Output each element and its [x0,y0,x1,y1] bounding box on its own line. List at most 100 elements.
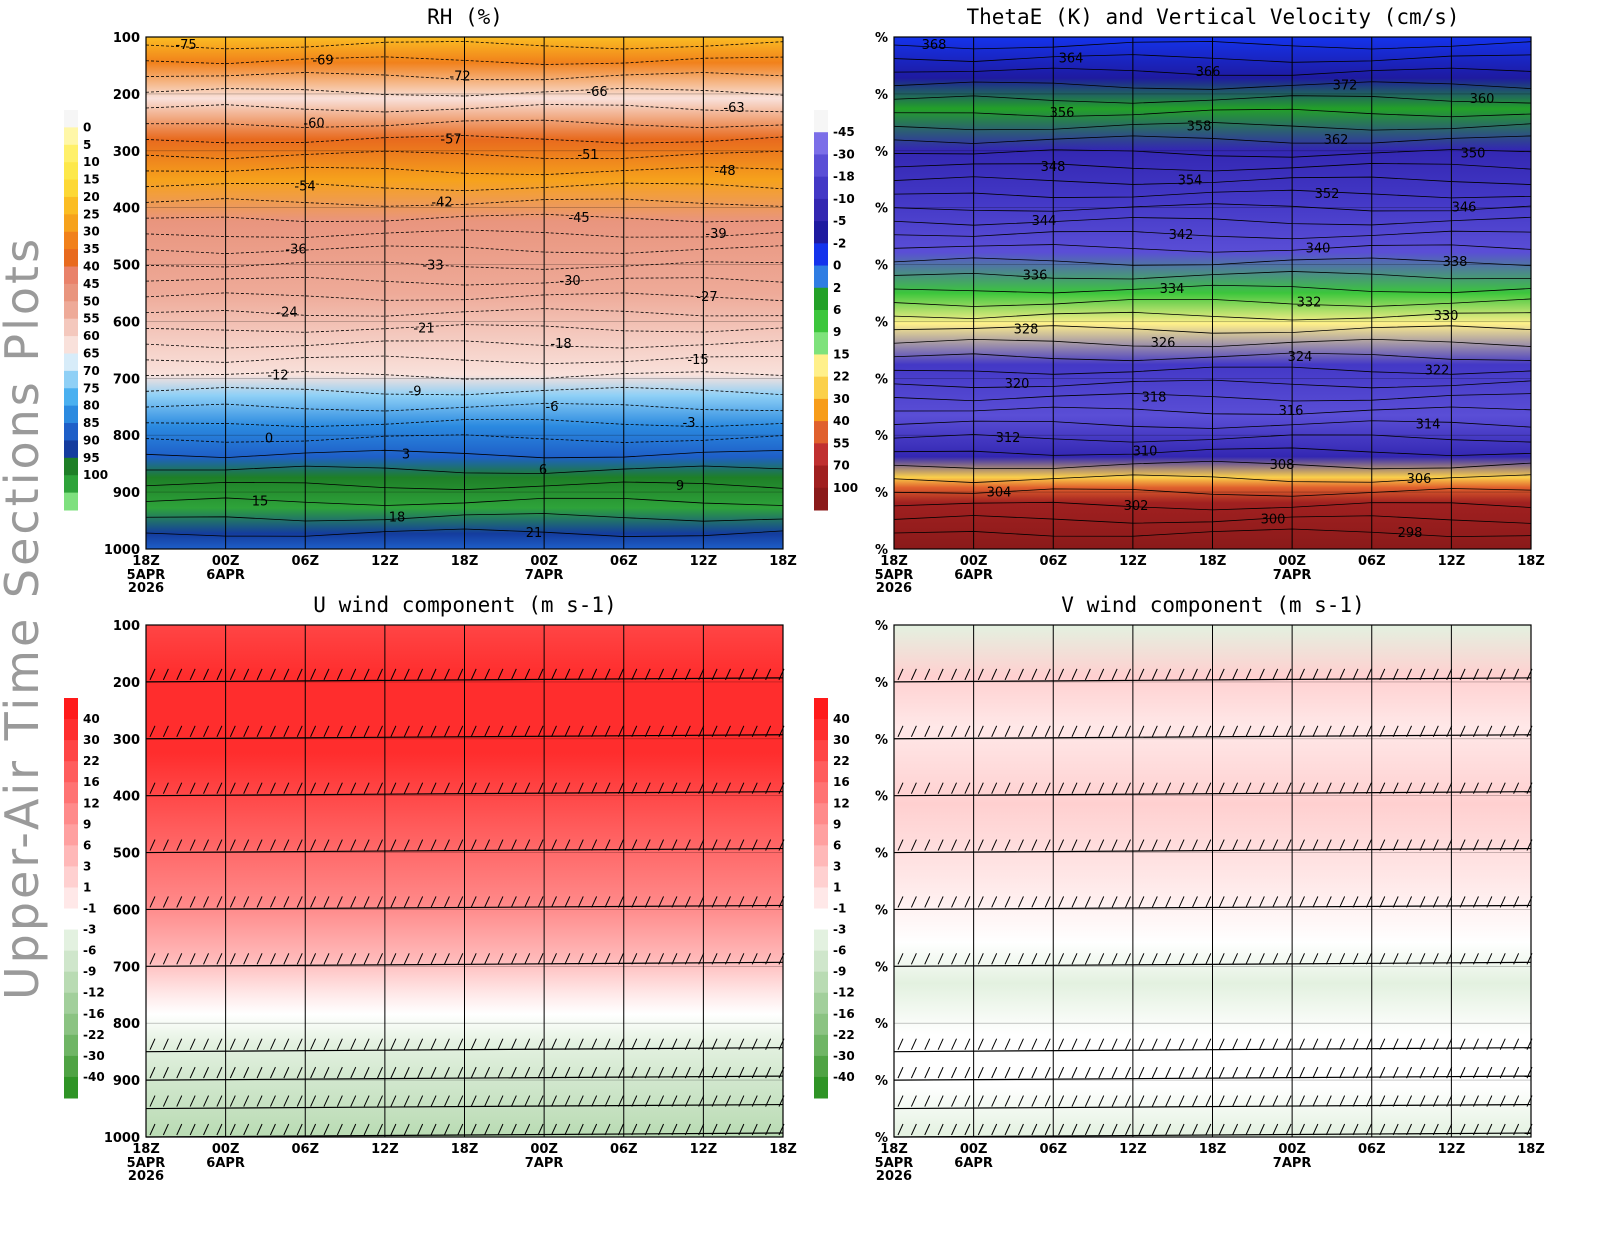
u-colorbar-swatch [64,971,78,994]
u-barb [457,782,464,794]
u-colorbar-swatch [64,1034,78,1057]
u-barb [390,725,397,737]
v-barb [1392,1123,1399,1136]
v-barb [1419,839,1426,851]
rh-contour-line [145,465,784,474]
rh-y-tick-label: 500 [113,259,140,274]
te-contour-label: 364 [1059,52,1084,67]
v-barb [1299,896,1305,908]
u-colorbar-label: 16 [83,775,100,789]
u-barb [684,668,691,681]
v-barb [951,1095,957,1107]
v-barb [1191,1095,1198,1107]
v-barb-row [897,839,1533,851]
u-barb [725,896,731,908]
u-barb [323,1095,330,1107]
v-barb [1406,1038,1413,1050]
u-barb [296,1038,303,1050]
v-colorbar-swatch [814,698,828,720]
u-barb [310,1123,317,1136]
rh-contour-line [145,402,784,412]
u-barb [631,953,638,965]
v-barb [1245,1095,1252,1107]
u-barb [417,782,424,794]
u-barb-line [145,1047,784,1053]
te-contour-line [893,67,1532,76]
rh-colorbar-label: 15 [83,173,100,187]
u-barb [162,1095,169,1107]
u-barb [698,1123,705,1136]
v-barb [1473,896,1479,908]
u-barb [484,953,491,965]
u-barb [363,725,370,737]
v-colorbar-label: -16 [833,1007,855,1021]
v-barb [1084,1123,1091,1136]
v-barb [1151,668,1158,681]
v-barb [1513,1123,1520,1136]
u-barb [537,782,544,794]
v-barb [1058,725,1065,737]
rh-contour-line [145,434,784,443]
v-barb [1446,1038,1453,1050]
u-barb [751,1123,758,1136]
u-barb [564,1038,571,1050]
te-colorbar-label: -5 [833,214,846,228]
v-barb [1392,839,1399,851]
u-barb [243,896,250,908]
v-barb [937,782,944,794]
u-colorbar-label: -16 [83,1007,105,1021]
v-barb [1071,668,1078,681]
u-barb [751,839,758,851]
u-barb [216,953,223,965]
u-barb [658,953,665,965]
rh-panel: RH (%) 100200300400500600700800900100018… [64,5,797,596]
u-barb-row [149,1066,785,1079]
te-x-tick-label: 18Z [880,554,908,569]
u-barb [658,725,665,737]
v-barb [1205,1066,1212,1079]
v-barb-line [893,1047,1532,1053]
te-contour-label: 346 [1452,201,1477,216]
u-barb [644,1123,651,1136]
rh-contour-line [145,56,784,65]
v-barb [964,1123,971,1136]
v-y-tick-label: % [875,903,888,918]
rh-contour-label: 21 [526,526,543,541]
u-x-tick-label: 06Z [610,1142,638,1157]
u-barb [658,896,665,908]
v-barb [1191,839,1198,851]
u-x-date-label: 7APR [525,1156,564,1171]
v-barb [1339,782,1346,794]
v-barb [924,896,931,908]
u-barb [256,1038,263,1050]
u-barb [189,1123,196,1136]
v-barb [1031,782,1038,794]
v-barb [1138,953,1145,965]
rh-contour-label: -60 [303,117,324,132]
v-barb [1138,668,1145,681]
v-barb [1339,1038,1346,1050]
v-barb-line [893,961,1532,967]
rh-contour-line [145,419,784,428]
v-barb [937,1095,944,1107]
u-barb [698,725,705,737]
u-barb [564,782,571,794]
u-barb [751,1066,758,1079]
v-barb [910,839,917,851]
u-barb [203,1095,209,1107]
u-colorbar-swatch [64,1055,78,1078]
u-barb [484,1095,491,1107]
v-barb [1473,668,1479,681]
u-barb [698,953,705,965]
u-barb [189,782,196,794]
te-y-tick-label: % [875,202,888,217]
v-barb [1299,1038,1305,1050]
u-barb [377,1095,383,1107]
rh-contour-line [145,198,784,207]
te-contour-line [893,352,1532,362]
u-barb [363,953,370,965]
u-barb [203,1066,209,1079]
u-barb [551,782,557,794]
v-barb [1365,1066,1372,1079]
u-barb [725,1066,731,1079]
